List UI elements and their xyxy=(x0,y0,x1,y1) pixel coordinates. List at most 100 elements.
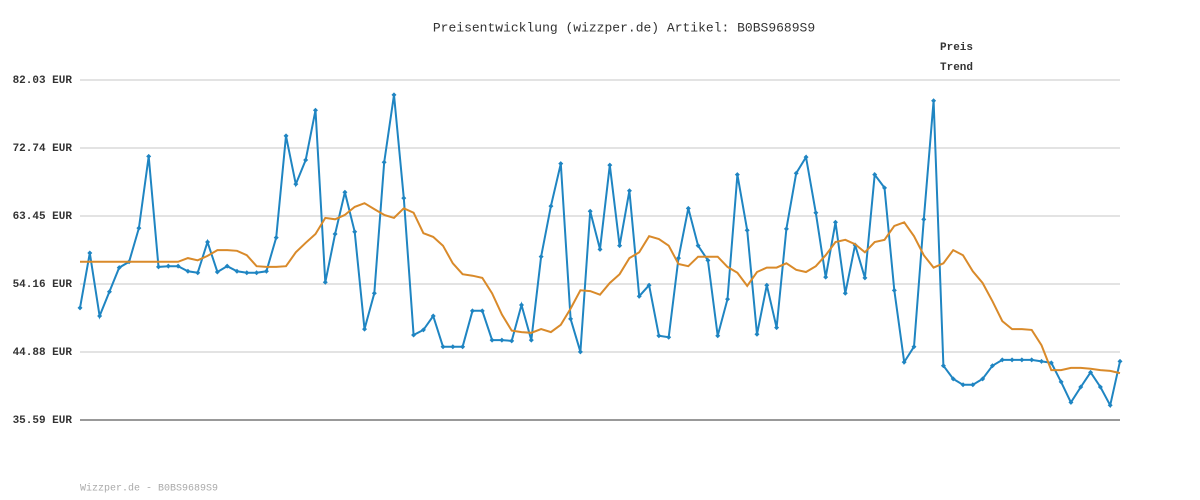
point-marker xyxy=(872,172,878,178)
point-marker xyxy=(901,359,907,365)
point-marker xyxy=(842,290,848,296)
legend-entry: Preis xyxy=(940,42,973,54)
point-marker xyxy=(391,92,397,98)
point-marker xyxy=(519,302,525,308)
point-marker xyxy=(469,308,475,314)
point-marker xyxy=(607,162,613,168)
point-marker xyxy=(205,239,211,245)
y-tick-label: 44.88 EUR xyxy=(13,347,73,359)
y-tick-label: 35.59 EUR xyxy=(13,415,73,427)
point-marker xyxy=(283,133,289,139)
y-tick-label: 72.74 EUR xyxy=(13,143,73,155)
point-marker xyxy=(106,289,112,295)
point-marker xyxy=(460,344,466,350)
point-marker xyxy=(774,325,780,331)
point-marker xyxy=(146,153,152,159)
point-marker xyxy=(489,337,495,343)
point-marker xyxy=(950,376,956,382)
point-marker xyxy=(136,225,142,231)
point-marker xyxy=(381,159,387,165)
point-marker xyxy=(1009,357,1015,363)
legend-entry: Trend xyxy=(940,62,973,74)
point-marker xyxy=(254,270,260,276)
point-marker xyxy=(312,107,318,113)
point-marker xyxy=(322,279,328,285)
point-marker xyxy=(558,161,564,167)
point-marker xyxy=(1058,379,1064,385)
point-marker xyxy=(999,357,1005,363)
point-marker xyxy=(666,334,672,340)
point-marker xyxy=(931,98,937,104)
point-marker xyxy=(155,264,161,270)
point-marker xyxy=(793,170,799,176)
point-marker xyxy=(685,205,691,211)
point-marker xyxy=(577,349,583,355)
point-marker xyxy=(695,243,701,249)
point-marker xyxy=(980,376,986,382)
point-marker xyxy=(244,270,250,276)
series-line xyxy=(80,202,1121,375)
point-marker xyxy=(1029,357,1035,363)
point-marker xyxy=(87,250,93,256)
point-marker xyxy=(568,316,574,322)
point-marker xyxy=(528,337,534,343)
point-marker xyxy=(813,210,819,216)
y-tick-label: 54.16 EUR xyxy=(13,279,73,291)
point-marker xyxy=(342,189,348,195)
point-marker xyxy=(234,268,240,274)
chart-title: Preisentwicklung (wizzper.de) Artikel: B… xyxy=(433,20,815,35)
y-tick-label: 82.03 EUR xyxy=(13,75,73,87)
point-marker xyxy=(1068,399,1074,405)
point-marker xyxy=(401,195,407,201)
point-marker xyxy=(970,382,976,388)
point-marker xyxy=(479,308,485,314)
point-marker xyxy=(734,172,740,178)
point-marker xyxy=(675,255,681,261)
point-marker xyxy=(214,269,220,275)
point-marker xyxy=(352,229,358,235)
point-marker xyxy=(165,263,171,269)
point-marker xyxy=(617,243,623,249)
point-marker xyxy=(823,274,829,280)
point-marker xyxy=(646,282,652,288)
point-marker xyxy=(891,287,897,293)
point-marker xyxy=(1117,358,1123,364)
point-marker xyxy=(430,313,436,319)
point-marker xyxy=(332,231,338,237)
point-marker xyxy=(195,270,201,276)
point-marker xyxy=(185,268,191,274)
footer: Wizzper.de - B0BS9689S9 xyxy=(80,483,218,495)
point-marker xyxy=(509,338,515,344)
point-marker xyxy=(989,363,995,369)
point-marker xyxy=(1078,384,1084,390)
point-marker xyxy=(273,235,279,241)
point-marker xyxy=(293,181,299,187)
point-marker xyxy=(744,227,750,233)
point-marker xyxy=(1088,369,1094,375)
point-marker xyxy=(705,257,711,263)
point-marker xyxy=(420,327,426,333)
point-marker xyxy=(450,344,456,350)
point-marker xyxy=(371,290,377,296)
point-marker xyxy=(538,254,544,260)
point-marker xyxy=(1048,360,1054,366)
point-marker xyxy=(1019,357,1025,363)
point-marker xyxy=(921,216,927,222)
point-marker xyxy=(1039,358,1045,364)
point-marker xyxy=(783,226,789,232)
point-marker xyxy=(1107,402,1113,408)
point-marker xyxy=(440,344,446,350)
point-marker xyxy=(116,265,122,271)
point-marker xyxy=(725,296,731,302)
point-marker xyxy=(862,275,868,281)
point-marker xyxy=(832,219,838,225)
point-marker xyxy=(656,333,662,339)
point-marker xyxy=(97,313,103,319)
y-tick-label: 63.45 EUR xyxy=(13,211,73,223)
point-marker xyxy=(224,263,230,269)
point-marker xyxy=(362,326,368,332)
point-marker xyxy=(960,382,966,388)
point-marker xyxy=(597,246,603,252)
point-marker xyxy=(499,337,505,343)
point-marker xyxy=(175,263,181,269)
